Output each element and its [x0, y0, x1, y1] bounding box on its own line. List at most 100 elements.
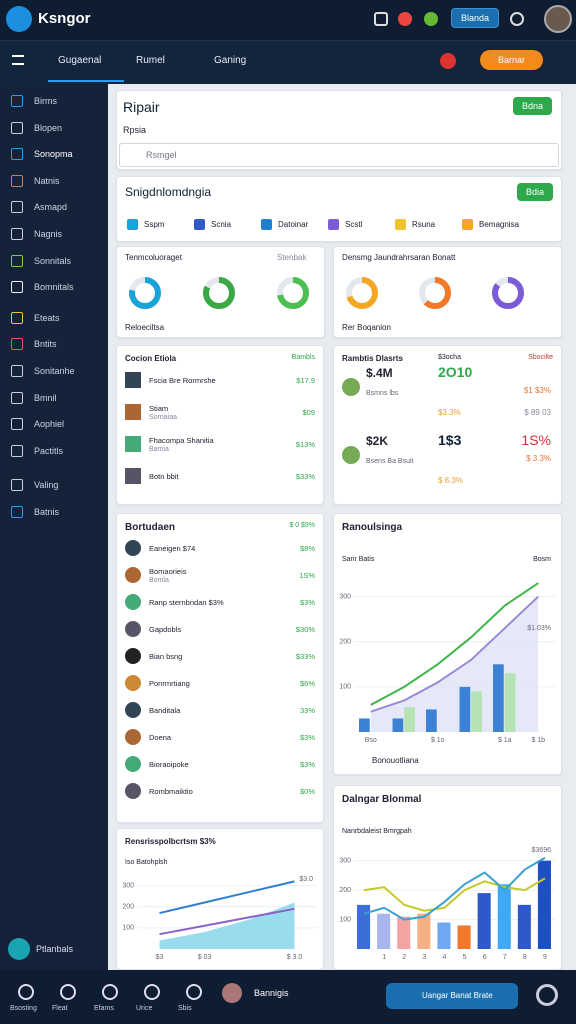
sidebar-item[interactable]: Pactitls	[34, 445, 64, 456]
home-icon[interactable]	[374, 12, 388, 26]
bar	[497, 884, 511, 949]
sidebar-item[interactable]: Natnis	[34, 175, 60, 186]
bar	[493, 664, 504, 732]
row-name: Fhacompa Shanitia	[149, 436, 214, 445]
chart: 100 200 300 1 2 3 4 5 6 7 8 9 $3696	[339, 847, 555, 961]
stat-avatar	[342, 446, 360, 464]
row-name: Botn bbit	[149, 472, 179, 481]
sidebar-item[interactable]: Sonopma	[34, 149, 73, 160]
sidebar-item[interactable]: Bntits	[34, 339, 57, 350]
sidebar-item[interactable]: Eteats	[34, 312, 60, 323]
chip[interactable]: Rsuna	[412, 220, 436, 229]
overview-button[interactable]: Bdia	[517, 183, 554, 201]
bar	[357, 904, 371, 949]
donut-arc	[129, 277, 161, 309]
tab[interactable]: Ganing	[214, 55, 247, 66]
donut-arc	[346, 277, 378, 309]
chart: 100 200 300 $3 $ 03 $ 3.0 $3.0	[122, 876, 317, 961]
sidebar-item[interactable]: Asmapd	[34, 202, 68, 213]
bottom-item[interactable]: Fleat	[52, 1005, 68, 1012]
avatar[interactable]	[544, 5, 572, 33]
x-tick-label: 1	[382, 954, 386, 961]
bottom-icon[interactable]	[102, 984, 118, 1000]
bottom-icon[interactable]	[18, 984, 34, 1000]
card-footer: Rer Boqanion	[342, 323, 391, 332]
card-title: Densmg Jaundrahrsaran Bonatt	[342, 253, 456, 262]
bottom-icon[interactable]	[144, 984, 160, 1000]
bottom-item[interactable]: Sbis	[178, 1005, 192, 1012]
header-button[interactable]: Blanda	[451, 8, 500, 28]
card-title: Tenmcoluoraget	[125, 253, 182, 262]
chip-icon	[395, 219, 406, 230]
sidebar	[0, 84, 108, 970]
row-value: $13%	[295, 440, 315, 449]
sidebar-item[interactable]: Sonnitals	[34, 255, 72, 266]
y-tick-label: 200	[339, 887, 351, 894]
chart-title: Rensrisspolbcrtsm $3%	[125, 837, 216, 846]
row-sub: Bamia	[149, 446, 169, 453]
sidebar-item[interactable]: Nagnis	[34, 229, 63, 239]
row-value: $3%	[299, 760, 315, 769]
sidebar-item[interactable]: Birms	[34, 96, 57, 106]
chart-label: Nanrbdaleist Bmrgpah	[342, 828, 412, 835]
bottom-user: Bannigis	[254, 988, 289, 998]
chart-annotation: $1.03%	[527, 625, 551, 632]
sidebar-footer[interactable]: Ptlanbals	[36, 944, 74, 954]
stats-panel: Rambtis Dlasrts $3ocha Sbocilte $.4M 2O10 Bsm…	[333, 345, 562, 505]
sidebar-icon	[11, 121, 23, 134]
row-name: Ranp sternbndan $3%	[149, 598, 224, 607]
bottom-icon[interactable]	[60, 984, 76, 1000]
x-tick-label: $ 1a	[498, 737, 512, 744]
bar	[397, 916, 411, 949]
row-value: $17.9	[296, 376, 315, 385]
chip-icon	[462, 219, 473, 230]
list-title: Bortudaen	[125, 522, 175, 533]
row-value: $8%	[299, 544, 315, 553]
x-tick-label: 4	[442, 954, 446, 961]
record-icon[interactable]	[440, 53, 456, 69]
theme-icon[interactable]	[510, 12, 524, 26]
bottom-item[interactable]: Efams	[94, 1005, 114, 1012]
chip-icon	[328, 219, 339, 230]
row-value: $0%	[299, 787, 315, 796]
card-link[interactable]: Stenbak	[277, 253, 307, 262]
tab[interactable]: Gugaenal	[58, 55, 102, 66]
y-tick-label: 300	[339, 858, 351, 865]
bottom-button[interactable]: Uangar Banat Brate	[386, 983, 518, 1009]
alert-icon[interactable]	[398, 12, 412, 26]
sidebar-item[interactable]: Valing	[34, 480, 59, 491]
donut-arc	[419, 277, 451, 309]
bottom-item[interactable]: Bsosting	[10, 1005, 37, 1012]
sidebar-item[interactable]: Sonitanhe	[34, 366, 75, 376]
sidebar-icon	[11, 254, 23, 267]
row-avatar	[125, 675, 141, 691]
chart-footer[interactable]: Bonouotliana	[372, 756, 419, 765]
chip-icon	[127, 219, 138, 230]
row-avatar	[125, 729, 141, 745]
sidebar-item[interactable]: Aophiel	[34, 419, 65, 430]
sidebar-item[interactable]: Bmnil	[34, 392, 57, 403]
cta-button[interactable]: Barnar	[480, 50, 544, 70]
sidebar-item[interactable]: Blopen	[34, 122, 63, 133]
bottom-icon[interactable]	[186, 984, 202, 1000]
chip[interactable]: Datoinar	[278, 220, 309, 229]
row-avatar	[125, 621, 141, 637]
bar	[404, 707, 415, 732]
repair-button[interactable]: Bdna	[513, 97, 553, 115]
chip[interactable]: Scstl	[345, 220, 363, 229]
chip[interactable]: Bemagnisa	[479, 220, 520, 229]
search-box[interactable]: Rsmgel	[119, 143, 559, 167]
bottom-settings[interactable]	[536, 984, 558, 1006]
tab[interactable]: Rumel	[136, 55, 165, 66]
badge-icon[interactable]	[424, 12, 438, 26]
sidebar-item[interactable]: Batnis	[34, 507, 60, 517]
sidebar-item[interactable]: Bomnitals	[34, 282, 74, 293]
row-name: Bioraoipoke	[149, 760, 189, 769]
chip[interactable]: Scnia	[211, 220, 232, 229]
stat-avatar	[342, 378, 360, 396]
bottom-item[interactable]: Urice	[136, 1005, 153, 1012]
chip[interactable]: Sspm	[144, 220, 165, 229]
menu-icon[interactable]	[12, 55, 24, 65]
list-panel: Bortudaen $ 0 $9% Eaneigen $74 $8% Bomaoriei…	[116, 513, 324, 823]
bar	[504, 673, 516, 732]
